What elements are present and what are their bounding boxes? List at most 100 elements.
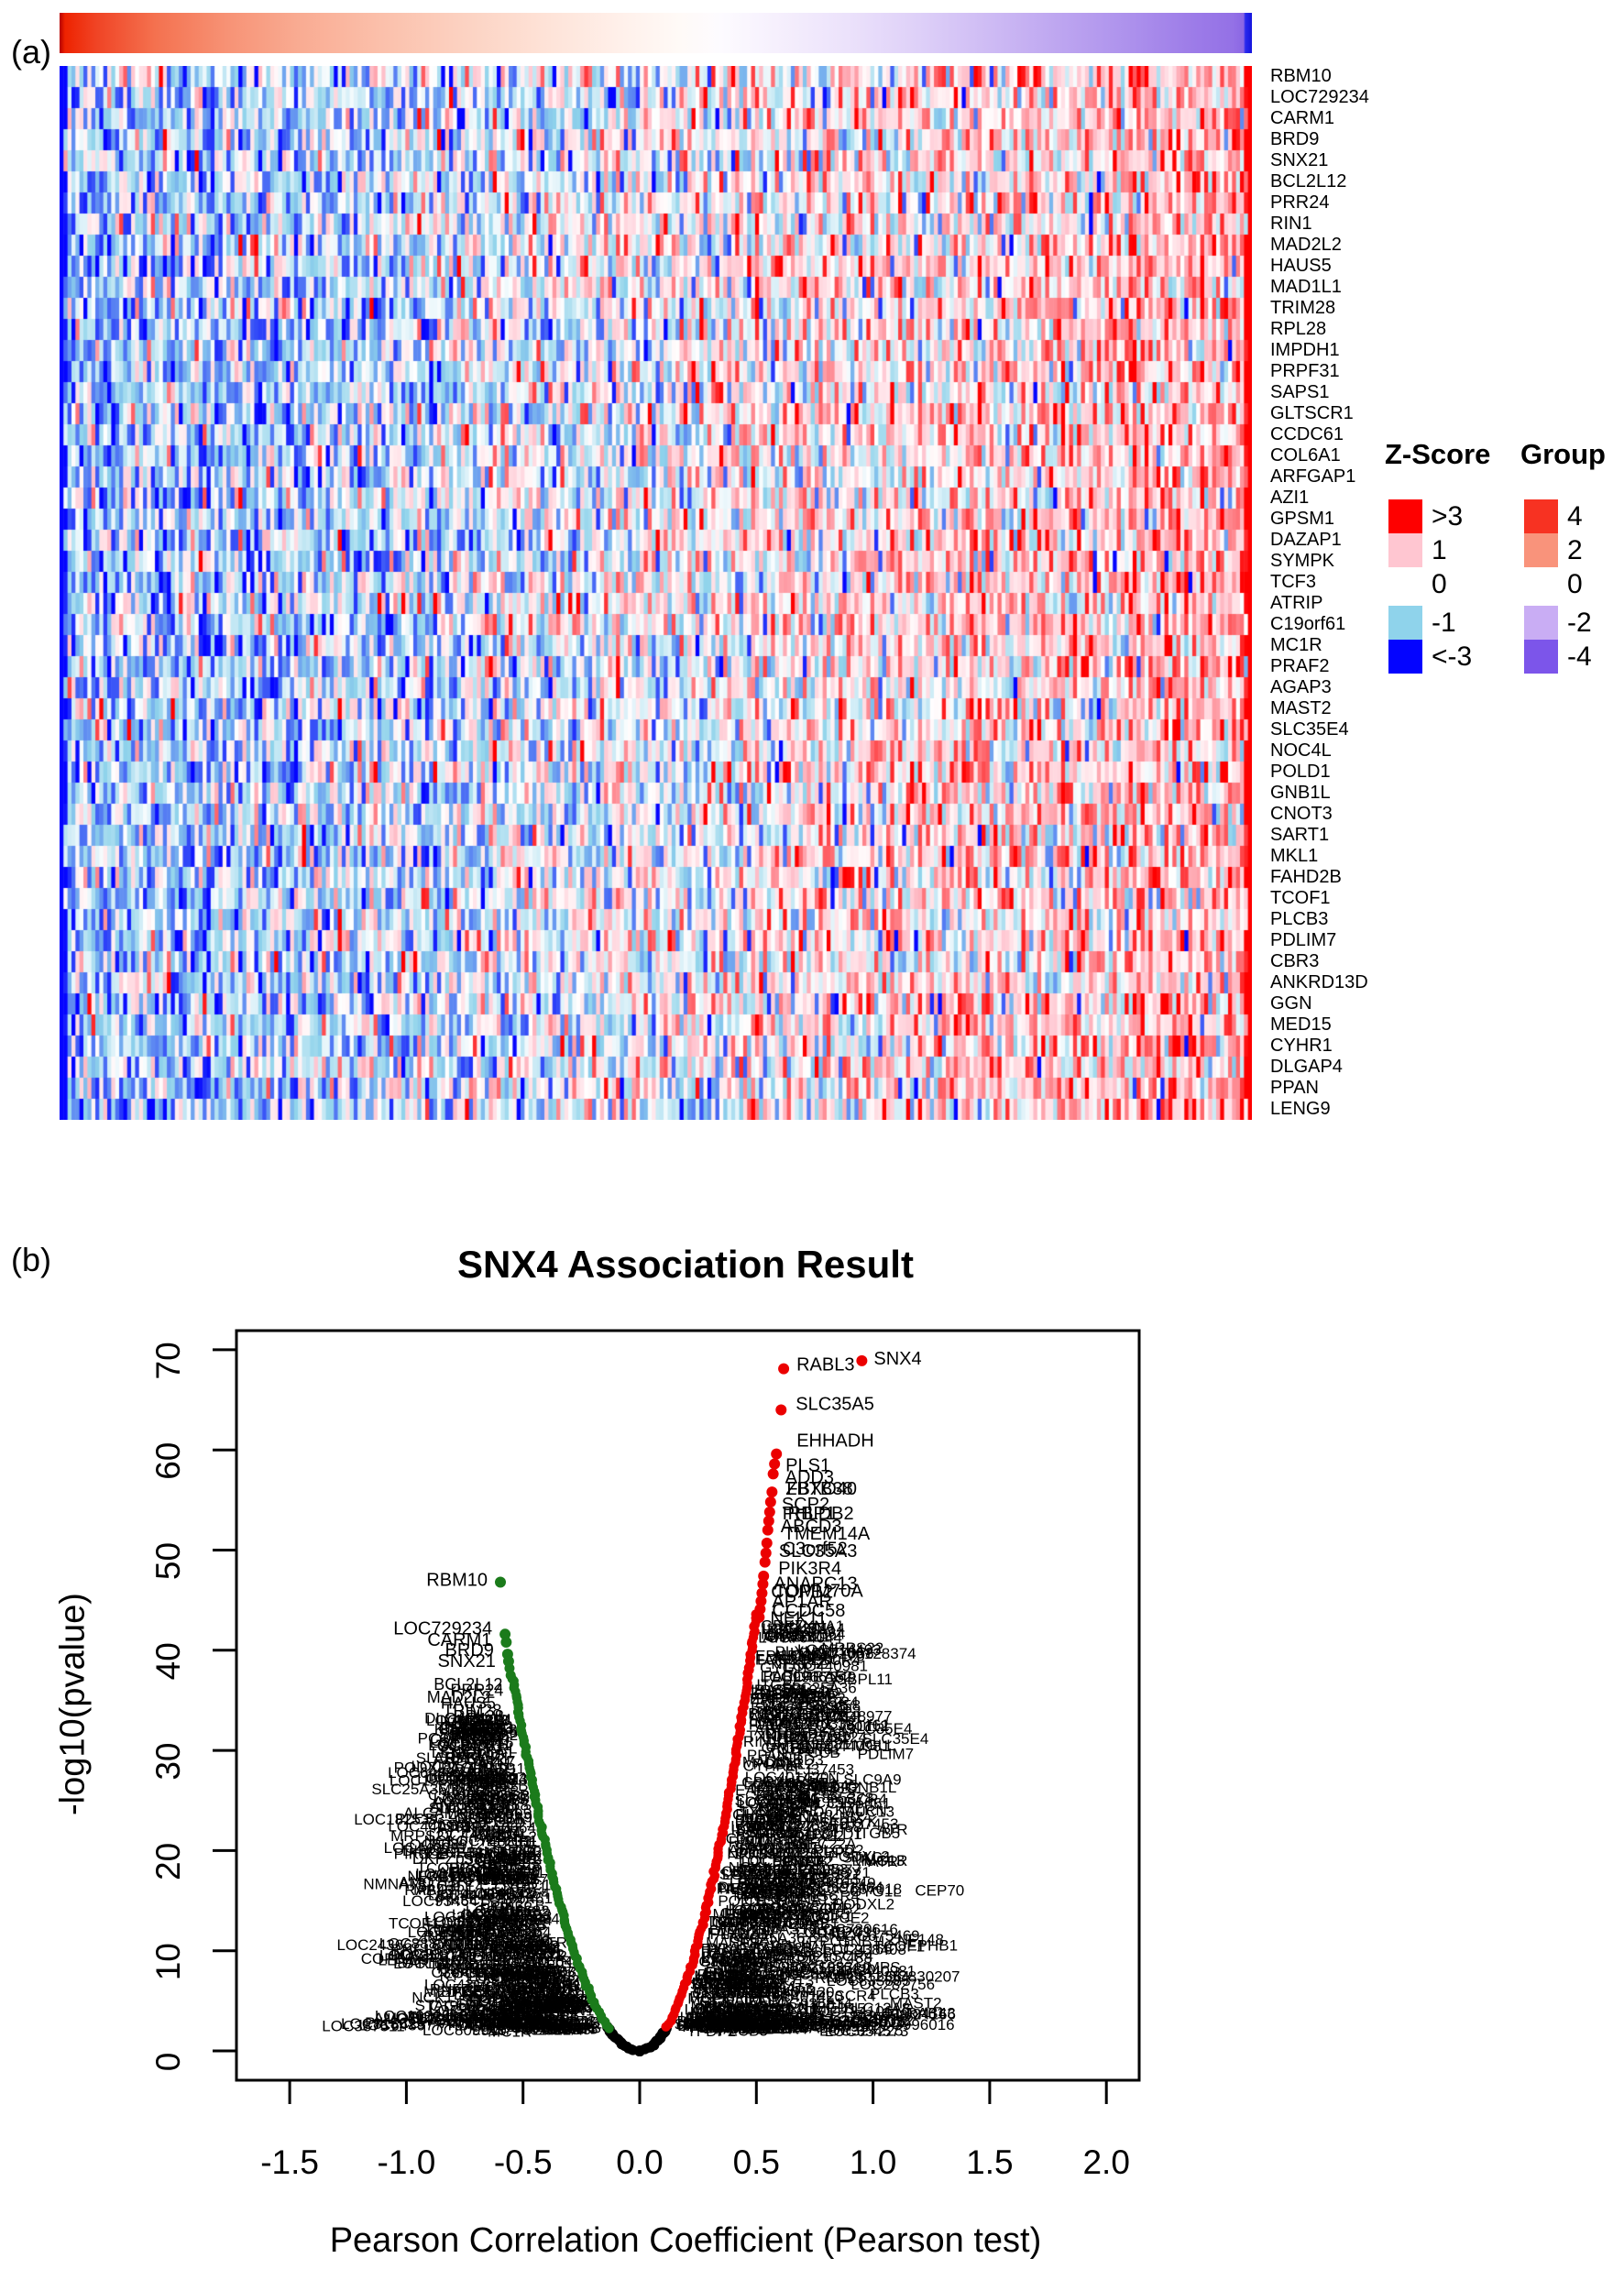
cloud-gene-label: ALCAM: [403, 1804, 457, 1822]
cloud-gene-label: SLC12A8: [451, 1724, 518, 1741]
cloud-gene-label: MAST2: [703, 2008, 755, 2025]
cloud-gene-label: CBR3: [741, 1774, 783, 1792]
cloud-gene-label: LOC136220: [698, 1975, 783, 1992]
x-axis-tick-label: 2.0: [1082, 2143, 1129, 2181]
cloud-gene-label: RBP2: [698, 2016, 739, 2033]
cloud-gene-label: C3orf58: [807, 1819, 861, 1836]
cloud-gene-label: PLSCR4: [798, 1694, 859, 1711]
cloud-gene-label: CCDC61: [437, 1737, 503, 1756]
cloud-gene-label: POLD1: [712, 1990, 763, 2008]
expression-heatmap: [60, 66, 1252, 1120]
cloud-gene-label: LOC648977: [730, 1875, 814, 1892]
cloud-gene-label: SLC25A36: [371, 1781, 446, 1798]
cloud-gene-label: LOC729603: [462, 1905, 551, 1924]
cloud-gene-label: LOC282536: [433, 1791, 518, 1808]
cloud-gene-label: UMPS: [754, 1810, 799, 1827]
cloud-gene-label: GGN: [741, 1954, 776, 1971]
cloud-gene-label: LOC127918: [429, 2001, 513, 2019]
cloud-gene-label: GGN: [676, 2017, 712, 2034]
cloud-gene-label: PARL: [479, 1900, 519, 1917]
cloud-gene-label: AMOTL2: [498, 1976, 560, 1993]
volcano-x-axis-label: Pearson Correlation Coefficient (Pearson…: [329, 2221, 1042, 2260]
heatmap-gene-label: NOC4L: [1270, 740, 1332, 761]
cloud-gene-label: LOC386415: [430, 1734, 514, 1751]
cloud-gene-label: MAST2: [733, 1887, 785, 1904]
cloud-gene-label: ATR: [763, 1628, 793, 1646]
cloud-gene-label: MC1R: [543, 1998, 587, 2015]
cloud-gene-label: ITGB5: [420, 2011, 465, 2029]
cloud-gene-label: GNB1L: [745, 1817, 796, 1835]
cloud-gene-label: LOC534030: [483, 2014, 567, 2032]
cloud-gene-label: GGN: [712, 1913, 748, 1931]
cloud-gene-label: LOC440981: [388, 1818, 472, 1836]
cloud-gene-label: LOC395102: [379, 1946, 464, 1964]
cloud-gene-label: RNF13: [735, 2007, 785, 2024]
cloud-gene-label: HEG1: [804, 1999, 846, 2016]
cloud-gene-label: LOC809910: [422, 2022, 507, 2039]
heatmap-gene-label: CCDC61: [1270, 424, 1344, 444]
legend-swatch: [1388, 640, 1422, 674]
cloud-gene-label: SLC25A36: [730, 1930, 805, 1947]
cloud-gene-label: LOC996016: [871, 2016, 955, 2033]
cloud-gene-label: ATRIP: [498, 1926, 543, 1944]
cloud-gene-label: C3orf18: [726, 1830, 781, 1847]
cloud-gene-label: NFKBIZ: [771, 1655, 826, 1672]
cloud-gene-label: PPAN: [467, 2014, 509, 2032]
cloud-gene-label: SPSB4: [703, 1969, 753, 1987]
cloud-gene-label: LOC401420: [725, 1902, 809, 1919]
heatmap-gene-label: ATRIP: [1270, 593, 1323, 613]
cloud-gene-label: LENG9: [838, 2013, 889, 2031]
cloud-gene-label: ACPL2: [510, 1984, 559, 2001]
cloud-gene-label: PODXL2: [697, 1981, 759, 1999]
cloud-gene-label: PLXNA1: [479, 1870, 539, 1888]
cloud-gene-label: SEC22A: [458, 1992, 519, 2010]
cloud-gene-label: AGAP3: [766, 1697, 818, 1715]
cloud-gene-label: FAHD2B: [540, 2014, 600, 2032]
volcano-point-labeled: [758, 1570, 770, 1582]
heatmap-gene-label: COL6A1: [1270, 445, 1341, 466]
cloud-gene-label: CBR3: [486, 1770, 527, 1788]
cloud-gene-label: LOC539649: [764, 1700, 849, 1717]
cloud-gene-label: LENG9: [680, 2009, 731, 2026]
cloud-gene-label: MC1R: [528, 1953, 572, 1970]
cloud-gene-label: LOC584669: [736, 1885, 820, 1902]
cloud-gene-label: SLC9A9: [475, 1808, 532, 1825]
cloud-gene-label: MRPL3: [452, 1746, 504, 1763]
cloud-gene-label: EPHB1: [486, 1833, 537, 1850]
cloud-gene-label: HEG1: [483, 1760, 525, 1778]
cloud-gene-label: TCF3: [745, 2014, 785, 2032]
cloud-gene-label: COPB2: [808, 1901, 861, 1918]
cloud-gene-label: RNF7: [551, 2019, 591, 2036]
cloud-gene-label: CBR3: [451, 1945, 492, 1962]
legend-swatch: [1388, 606, 1422, 640]
cloud-gene-label: UMPS: [765, 1737, 810, 1755]
cloud-gene-label: COPB2: [465, 1862, 518, 1880]
heatmap-gene-label: PLCB3: [1270, 909, 1329, 929]
cloud-gene-label: U2SURP: [439, 1960, 502, 1978]
cloud-gene-label: RYK: [510, 1847, 543, 1865]
cloud-gene-label: FLJ37453: [785, 1760, 854, 1778]
cloud-gene-label: SLC9A9: [438, 1726, 496, 1744]
cloud-gene-label: UMPS: [485, 1790, 530, 1807]
group-legend-title: Group: [1520, 438, 1606, 470]
cloud-gene-label: MAST2: [766, 1921, 818, 1938]
cloud-gene-label: FAHD2B: [715, 2021, 775, 2038]
volcano-gene-label: SLC35A5: [796, 1394, 874, 1414]
cloud-gene-label: AMOTL2: [437, 1864, 499, 1881]
cloud-gene-label: PRPF31: [440, 1719, 502, 1737]
cloud-gene-label: RIN1: [729, 1834, 764, 1851]
cloud-gene-label: XRN1: [776, 2000, 817, 2017]
cloud-gene-label: SART1: [735, 1821, 785, 1838]
cloud-gene-label: LOC252245: [504, 1992, 588, 2010]
cloud-gene-label: PIK3CB: [525, 1998, 580, 2015]
cloud-gene-label: ZNF581: [797, 1779, 853, 1796]
cloud-gene-label: PCCB: [492, 1953, 535, 1970]
cloud-gene-label: LOC277058: [790, 1645, 874, 1662]
cloud-gene-label: LOC182539: [354, 1811, 438, 1828]
cloud-gene-label: CHST2: [739, 2001, 790, 2019]
cloud-gene-label: PCCB: [449, 1860, 492, 1878]
x-axis-tick-label: 1.0: [850, 2143, 896, 2181]
cloud-gene-label: SEC22A: [465, 1997, 525, 2014]
cloud-gene-label: NMNAT3: [455, 1771, 518, 1789]
